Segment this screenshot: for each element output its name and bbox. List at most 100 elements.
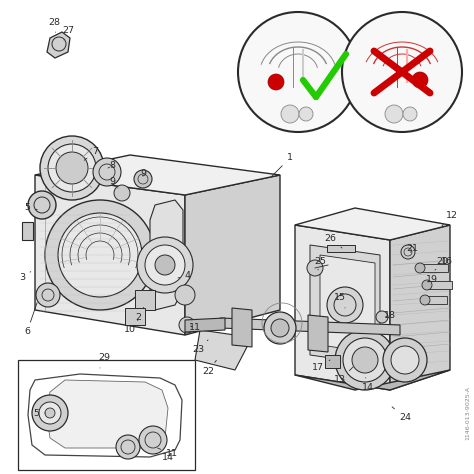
Text: 13: 13 xyxy=(334,367,353,384)
Polygon shape xyxy=(220,318,400,335)
Text: 28: 28 xyxy=(48,18,60,32)
Polygon shape xyxy=(22,222,33,240)
Bar xyxy=(327,245,355,252)
Circle shape xyxy=(342,12,462,132)
Circle shape xyxy=(93,158,121,186)
Text: 2: 2 xyxy=(135,308,144,322)
Circle shape xyxy=(56,152,88,184)
Circle shape xyxy=(28,191,56,219)
Text: 9: 9 xyxy=(109,177,118,188)
Text: 8: 8 xyxy=(108,162,115,171)
Polygon shape xyxy=(135,290,155,310)
Circle shape xyxy=(422,280,432,290)
Polygon shape xyxy=(150,200,183,310)
Circle shape xyxy=(264,312,296,344)
Polygon shape xyxy=(185,175,280,335)
Polygon shape xyxy=(320,255,375,353)
Circle shape xyxy=(327,287,363,323)
Bar xyxy=(18,360,195,470)
Text: 11: 11 xyxy=(189,323,201,332)
Polygon shape xyxy=(295,225,390,390)
Circle shape xyxy=(139,426,167,454)
Polygon shape xyxy=(35,155,280,195)
Polygon shape xyxy=(308,315,328,352)
Text: 25: 25 xyxy=(314,257,326,270)
Circle shape xyxy=(343,338,387,382)
Text: 16: 16 xyxy=(435,257,453,270)
Circle shape xyxy=(134,170,152,188)
Polygon shape xyxy=(325,355,340,368)
Polygon shape xyxy=(232,308,252,347)
Bar xyxy=(420,264,448,272)
Circle shape xyxy=(40,136,104,200)
Text: 23: 23 xyxy=(192,340,208,355)
Circle shape xyxy=(415,263,425,273)
Circle shape xyxy=(116,435,140,459)
Text: 6: 6 xyxy=(24,302,37,337)
Circle shape xyxy=(376,311,388,323)
Circle shape xyxy=(403,107,417,121)
Circle shape xyxy=(45,200,155,310)
Polygon shape xyxy=(295,208,450,240)
Text: 21: 21 xyxy=(406,244,418,253)
Text: 19: 19 xyxy=(426,275,438,284)
Circle shape xyxy=(385,105,403,123)
Circle shape xyxy=(401,245,415,259)
Circle shape xyxy=(271,319,289,337)
Text: 17: 17 xyxy=(312,360,330,373)
Circle shape xyxy=(391,346,419,374)
Circle shape xyxy=(352,347,378,373)
Text: 3: 3 xyxy=(19,272,31,283)
Circle shape xyxy=(420,295,430,305)
Text: 29: 29 xyxy=(98,354,110,368)
Circle shape xyxy=(39,402,61,424)
Polygon shape xyxy=(35,175,185,335)
Text: 12: 12 xyxy=(442,210,458,226)
Polygon shape xyxy=(46,380,168,448)
Circle shape xyxy=(58,213,142,297)
Text: 1: 1 xyxy=(272,154,293,176)
Text: 7: 7 xyxy=(84,147,98,160)
Circle shape xyxy=(36,283,60,307)
Text: 26: 26 xyxy=(324,234,342,248)
Circle shape xyxy=(137,237,193,293)
Text: 22: 22 xyxy=(202,360,217,376)
Polygon shape xyxy=(47,32,70,58)
Text: 9: 9 xyxy=(140,168,146,177)
Polygon shape xyxy=(310,245,380,365)
Circle shape xyxy=(307,260,323,276)
Text: 20: 20 xyxy=(436,257,448,266)
Circle shape xyxy=(114,185,130,201)
Circle shape xyxy=(281,105,299,123)
Circle shape xyxy=(145,245,185,285)
Text: 1146-013-9025-A: 1146-013-9025-A xyxy=(465,386,471,440)
Polygon shape xyxy=(125,308,145,325)
Text: 4: 4 xyxy=(178,271,191,280)
Polygon shape xyxy=(195,330,248,370)
Polygon shape xyxy=(390,225,450,390)
Text: 27: 27 xyxy=(62,26,74,40)
Text: 10: 10 xyxy=(124,320,138,335)
Text: 14: 14 xyxy=(362,378,374,392)
Circle shape xyxy=(335,330,395,390)
Text: 15: 15 xyxy=(334,293,346,308)
Circle shape xyxy=(238,12,358,132)
Text: 18: 18 xyxy=(384,310,396,319)
Circle shape xyxy=(32,395,68,431)
Circle shape xyxy=(175,285,195,305)
Circle shape xyxy=(48,144,96,192)
Text: 14: 14 xyxy=(155,453,174,462)
Polygon shape xyxy=(185,318,225,332)
Circle shape xyxy=(45,408,55,418)
Circle shape xyxy=(412,72,428,88)
Text: 24: 24 xyxy=(392,407,411,422)
Circle shape xyxy=(268,74,284,90)
Circle shape xyxy=(179,317,195,333)
Bar xyxy=(425,296,447,304)
Circle shape xyxy=(299,107,313,121)
Text: 5: 5 xyxy=(33,409,45,418)
Bar xyxy=(427,281,452,289)
Polygon shape xyxy=(295,370,450,390)
Text: 5: 5 xyxy=(24,203,37,212)
Text: 11: 11 xyxy=(157,448,178,458)
